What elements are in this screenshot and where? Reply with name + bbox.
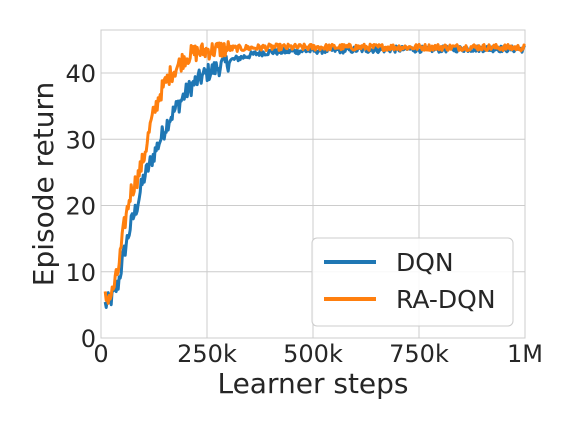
y-tick-label: 0 <box>81 325 96 353</box>
legend: DQN RA-DQN <box>311 237 514 327</box>
legend-label-ra-dqn: RA-DQN <box>396 285 496 314</box>
y-tick-label: 10 <box>65 259 96 287</box>
y-tick-label: 30 <box>65 126 96 154</box>
x-tick-label: 500k <box>283 340 343 368</box>
y-tick-label: 40 <box>65 60 96 88</box>
y-axis-label: Episode return <box>27 82 60 286</box>
x-tick-label: 250k <box>177 340 237 368</box>
y-tick-label: 20 <box>65 193 96 221</box>
series-lines <box>103 40 527 309</box>
x-tick-label: 750k <box>389 340 449 368</box>
x-tick-label: 1M <box>507 340 543 368</box>
x-axis-label: Learner steps <box>217 367 408 400</box>
series-line-ra-dqn <box>103 40 527 305</box>
legend-label-dqn: DQN <box>396 248 454 277</box>
x-tick-label: 0 <box>93 340 108 368</box>
tick-labels: 0 250k 500k 750k 1M 0 10 20 30 40 <box>65 60 543 368</box>
